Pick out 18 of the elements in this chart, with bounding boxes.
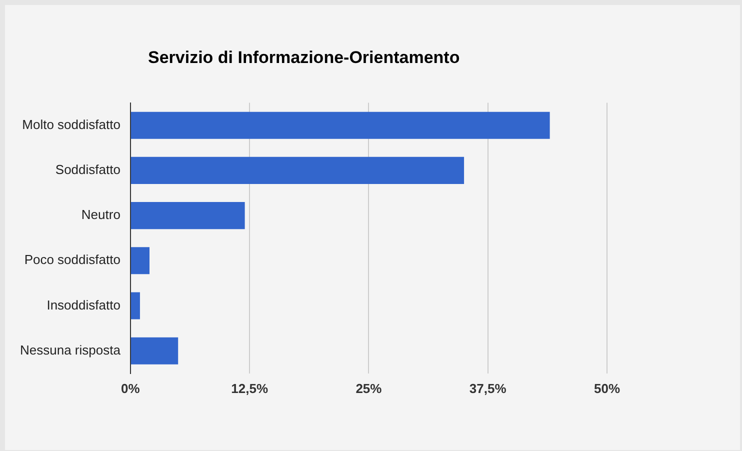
- bar: [130, 202, 245, 230]
- x-tick-label: 12,5%: [231, 380, 268, 396]
- bar: [130, 337, 178, 364]
- chart-title: Servizio di Informazione-Orientamento: [148, 48, 460, 68]
- x-tick-label: 25%: [356, 380, 382, 396]
- bar: [130, 247, 150, 274]
- y-tick-label: Insoddisfatto: [46, 297, 120, 312]
- bar: [130, 112, 550, 139]
- y-tick-label: Poco soddisfatto: [24, 252, 120, 268]
- x-tick-label: 0%: [121, 380, 140, 396]
- y-tick-label: Soddisfatto: [55, 162, 120, 178]
- bar: [130, 156, 464, 184]
- y-tick-label: Molto soddisfatto: [22, 116, 120, 132]
- x-tick-label: 37,5%: [469, 380, 507, 396]
- y-tick-label: Nessuna risposta: [20, 342, 122, 358]
- x-tick-label: 50%: [594, 380, 620, 396]
- y-tick-label: Neutro: [81, 207, 120, 222]
- bar: [130, 292, 140, 320]
